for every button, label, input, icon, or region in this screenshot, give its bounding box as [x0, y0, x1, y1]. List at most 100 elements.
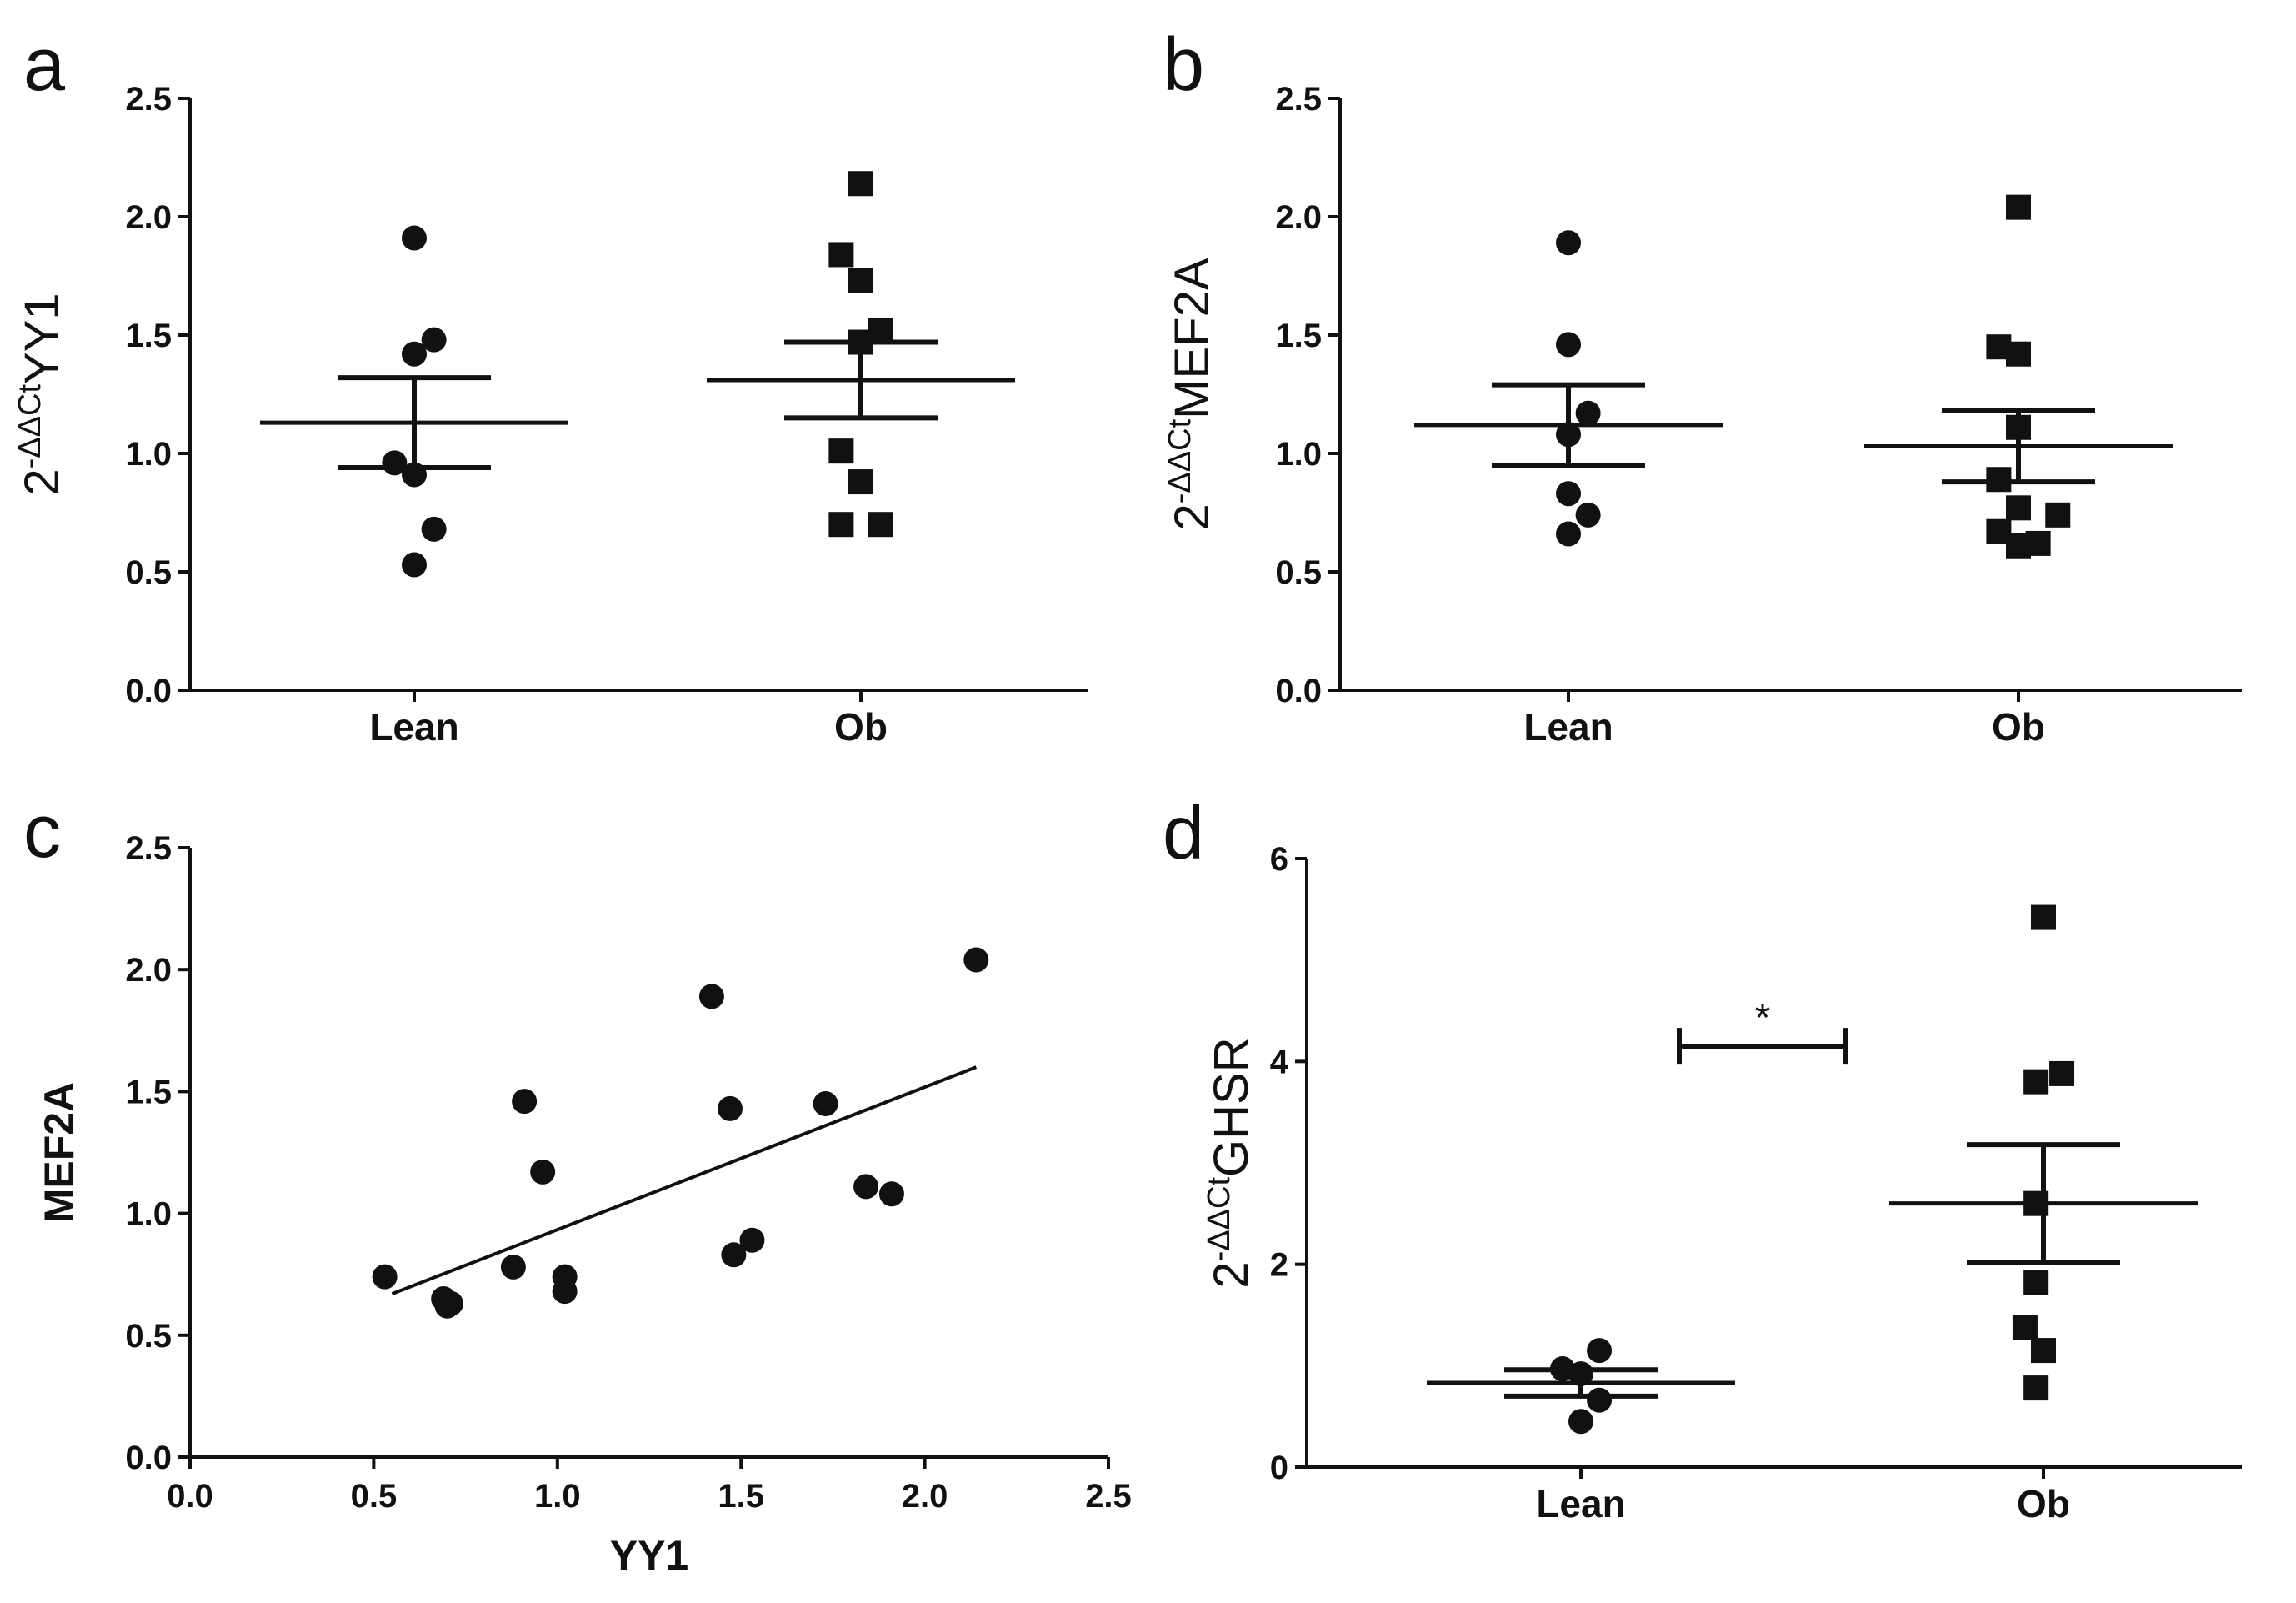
x-category-label: Lean — [1523, 705, 1613, 749]
data-point-square — [2045, 502, 2071, 528]
data-point-square — [2031, 904, 2056, 930]
y-axis-label-superscript: -ΔΔCt — [1163, 418, 1198, 503]
x-tick-label: 1.0 — [534, 1478, 581, 1515]
panel-a: a 0.0 0.5 1.0 1.5 2.0 2.5 2-ΔΔCtYY1 Lean Ob — [13, 23, 1088, 749]
data-point-square — [2012, 1315, 2038, 1340]
data-point-circle — [552, 1279, 578, 1305]
y-tick-label: 1.5 — [125, 1074, 172, 1110]
y-axis-label: 2-ΔΔCtMEF2A — [1163, 258, 1219, 530]
x-tick-label: 0.5 — [351, 1478, 398, 1515]
data-point-circle — [421, 327, 447, 353]
y-axis-label-superscript: -ΔΔCt — [1202, 1177, 1237, 1262]
data-point-square — [2049, 1060, 2075, 1086]
panel-b: b 0.0 0.5 1.0 1.5 2.0 2.5 2-ΔΔCtMEF2A Lean Ob — [1163, 23, 2242, 749]
data-point-circle — [1587, 1338, 1613, 1364]
x-category-label: Lean — [369, 705, 458, 749]
data-point-circle — [698, 984, 724, 1009]
series-lean — [1414, 230, 1723, 547]
y-axis-label-superscript: -ΔΔCt — [13, 384, 48, 469]
data-point-circle — [813, 1091, 838, 1117]
x-axis-label: YY1 — [610, 1532, 689, 1579]
data-point-square — [848, 171, 873, 197]
y-tick-label: 2.0 — [125, 952, 172, 989]
panel-letter: d — [1163, 792, 1204, 875]
data-point-square — [848, 469, 873, 495]
y-axis-label-base: 2 — [1165, 503, 1219, 530]
data-point-circle — [1556, 332, 1581, 358]
data-point-circle — [530, 1159, 556, 1185]
data-point-square — [848, 268, 873, 293]
data-point-square — [2031, 1338, 2056, 1364]
data-point-circle — [1556, 481, 1581, 507]
data-point-circle — [402, 552, 427, 578]
significance-bracket: * — [1677, 996, 1848, 1065]
y-tick-label: 2.5 — [1275, 81, 1322, 118]
x-tick-label: 0.0 — [167, 1478, 213, 1515]
y-axis-label-base: 2 — [1204, 1261, 1258, 1288]
series-points — [372, 947, 989, 1319]
y-tick-label: 0.5 — [125, 554, 172, 591]
significance-label: * — [1755, 996, 1771, 1040]
panel-c: c 0.0 0.5 1.0 1.5 2.0 2.5 0.0 0.5 1.0 1.5 2.0 2.5 YY1… — [23, 790, 1132, 1579]
data-point-circle — [853, 1174, 879, 1200]
data-point-circle — [717, 1095, 743, 1121]
y-axis-label-gene: MEF2A — [1165, 258, 1219, 419]
series-lean — [1427, 1338, 1735, 1435]
data-point-circle — [1587, 1387, 1613, 1413]
data-point-circle — [421, 516, 447, 542]
y-tick-label: 2.0 — [125, 199, 172, 236]
y-axis-label-gene: YY1 — [15, 293, 69, 384]
y-tick-label: 1.0 — [1275, 436, 1322, 473]
y-tick-label: 0.0 — [1275, 673, 1322, 709]
data-point-circle — [438, 1290, 463, 1316]
y-tick-label: 2 — [1270, 1247, 1288, 1284]
series-ob — [707, 171, 1015, 538]
y-tick-label: 0.0 — [125, 673, 172, 709]
data-point-square — [2006, 533, 2031, 559]
series-ob — [1889, 904, 2198, 1401]
x-tick-label: 1.5 — [718, 1478, 764, 1515]
x-category-label: Ob — [1992, 705, 2045, 749]
y-tick-label: 0.5 — [125, 1318, 172, 1355]
data-point-circle — [1575, 502, 1601, 528]
y-tick-label: 2.5 — [125, 81, 172, 118]
data-point-circle — [372, 1264, 398, 1290]
y-tick-label: 0.0 — [125, 1440, 172, 1476]
regression-line — [391, 1065, 978, 1295]
y-tick-label: 6 — [1270, 841, 1288, 878]
data-point-circle — [1575, 400, 1601, 426]
data-point-circle — [739, 1227, 765, 1253]
data-point-circle — [721, 1242, 747, 1268]
y-tick-label: 2.5 — [125, 830, 172, 867]
x-tick-label: 2.0 — [902, 1478, 948, 1515]
x-category-label: Lean — [1536, 1482, 1625, 1525]
x-category-label: Ob — [834, 705, 888, 749]
data-point-square — [868, 512, 893, 538]
data-point-square — [828, 438, 854, 464]
y-tick-label: 1.5 — [125, 318, 172, 354]
data-point-circle — [1556, 521, 1581, 547]
data-point-circle — [963, 947, 989, 973]
panel-letter: a — [23, 23, 66, 107]
y-tick-label: 0.5 — [1275, 554, 1322, 591]
y-tick-label: 1.5 — [1275, 318, 1322, 354]
y-tick-label: 4 — [1270, 1044, 1289, 1080]
data-point-circle — [402, 341, 427, 367]
data-point-square — [2023, 1069, 2049, 1095]
y-axis-label: 2-ΔΔCtGHSR — [1202, 1037, 1258, 1288]
y-axis-label-gene: GHSR — [1204, 1037, 1258, 1177]
data-point-circle — [1568, 1409, 1593, 1435]
data-point-square — [2006, 341, 2031, 367]
y-tick-label: 1.0 — [125, 436, 172, 473]
y-axis-label: 2-ΔΔCtYY1 — [13, 293, 69, 495]
y-tick-label: 0 — [1270, 1450, 1288, 1486]
data-point-square — [2006, 495, 2031, 521]
series-lean — [260, 225, 568, 578]
x-category-label: Ob — [2017, 1482, 2070, 1525]
panel-letter: b — [1163, 23, 1204, 107]
data-point-square — [828, 242, 854, 268]
data-point-circle — [500, 1254, 526, 1280]
data-point-square — [2023, 1375, 2049, 1401]
